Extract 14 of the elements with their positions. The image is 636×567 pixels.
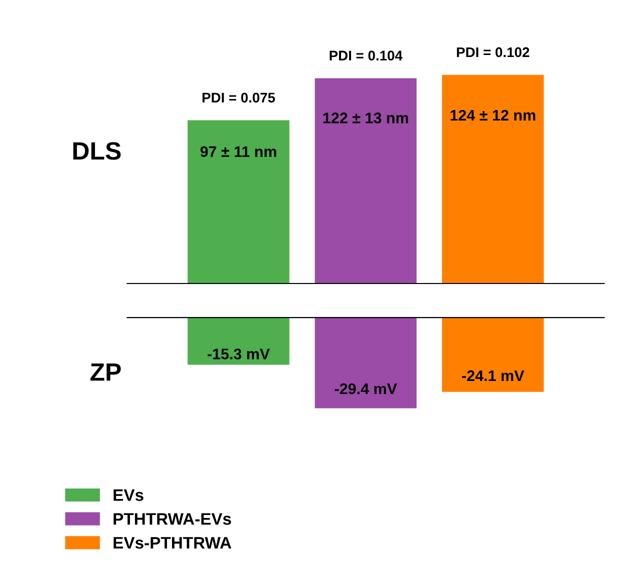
data-label: -24.1 mV xyxy=(462,370,524,381)
data-label: 97 ± 11 nm xyxy=(200,146,276,158)
legend-label: EVs-PTHTRWA xyxy=(114,537,232,549)
data-label: 122 ± 13 nm xyxy=(323,112,408,124)
text: PDI = 0.102 xyxy=(456,47,530,58)
y-axis-title: DLS xyxy=(73,142,121,160)
data-label: -15.3 mV xyxy=(208,348,270,360)
legend-label: PTHTRWA-EVs xyxy=(114,513,232,525)
text: PDI = 0.104 xyxy=(330,50,402,61)
data-label: 124 ± 12 nm xyxy=(450,110,536,121)
legend-label: EVs xyxy=(114,489,144,501)
data-label: -29.4 mV xyxy=(334,383,398,394)
y-axis-title: ZP xyxy=(90,363,121,381)
annotation: PDI = 0.075 xyxy=(202,92,275,103)
